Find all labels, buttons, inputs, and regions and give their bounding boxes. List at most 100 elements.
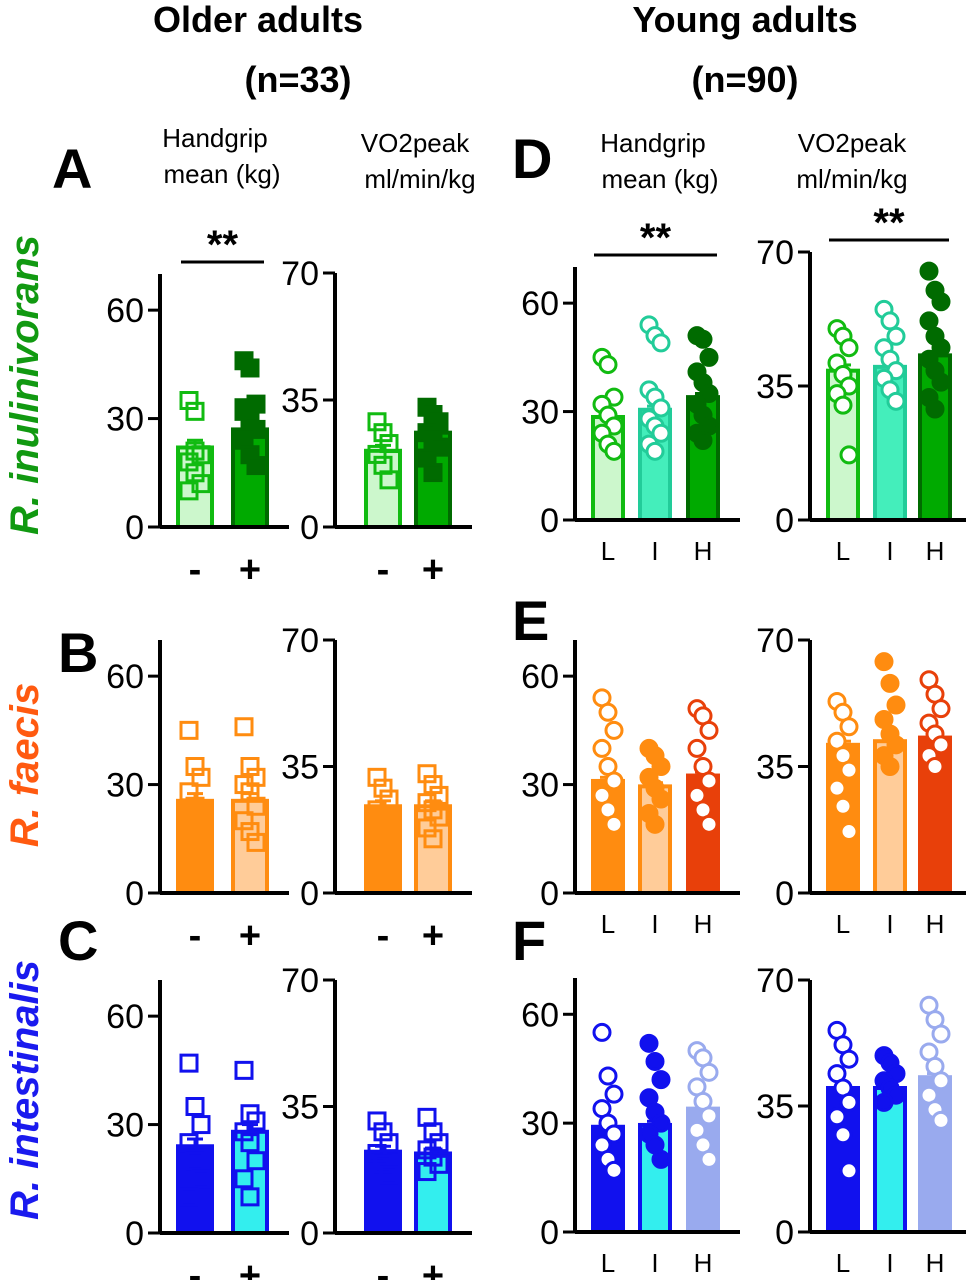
data-point — [651, 789, 671, 809]
x-tick-label: - — [377, 915, 390, 957]
data-point — [931, 372, 951, 392]
data-point — [931, 735, 951, 755]
data-point — [423, 829, 443, 849]
data-point — [185, 463, 205, 483]
data-point — [417, 1162, 437, 1182]
data-point — [651, 333, 671, 353]
data-point — [604, 1084, 624, 1104]
data-point — [417, 764, 437, 784]
data-point — [373, 811, 393, 831]
data-point — [651, 423, 671, 443]
data-point — [645, 814, 665, 834]
x-tick-label: + — [422, 1255, 444, 1280]
data-point — [423, 775, 443, 795]
data-point — [367, 800, 387, 820]
data-point — [699, 1149, 719, 1169]
data-point — [234, 811, 254, 831]
y-tick-label: 35 — [756, 1088, 794, 1126]
data-point — [931, 292, 951, 312]
x-tick-label: L — [601, 536, 615, 566]
x-tick-label: I — [651, 536, 658, 566]
data-point — [925, 399, 945, 419]
y-tick-label: 0 — [540, 1214, 559, 1252]
bar-+ — [231, 1129, 269, 1236]
data-point — [240, 1133, 260, 1153]
x-tick-label: + — [239, 1255, 261, 1280]
y-tick-label: 60 — [106, 292, 144, 330]
row-label-r-intestinalis: R. intestinalis — [3, 960, 47, 1220]
data-point — [651, 1113, 671, 1133]
panel-letter-c: C — [58, 909, 98, 972]
chart-E-vo2: 0 35 70 L I H — [756, 622, 966, 939]
y-tick-label: 70 — [756, 234, 794, 272]
data-point — [246, 1111, 266, 1131]
data-point — [185, 757, 205, 776]
data-point — [833, 796, 853, 816]
data-point — [367, 444, 387, 464]
data-point — [651, 1070, 671, 1090]
data-point — [839, 445, 859, 465]
y-tick-label: 0 — [540, 502, 559, 540]
x-tick-label: I — [886, 1248, 893, 1278]
data-point — [179, 481, 199, 501]
data-point — [367, 1111, 387, 1131]
x-tick-label: - — [377, 1255, 390, 1280]
data-point — [240, 1187, 260, 1207]
data-point — [373, 423, 393, 443]
data-point — [179, 1053, 199, 1073]
data-point — [886, 391, 906, 411]
young-header-line1: Young adults — [632, 0, 857, 40]
y-tick-label: 35 — [756, 749, 794, 787]
data-point — [185, 1097, 205, 1116]
x-tick-label: L — [601, 909, 615, 939]
data-point — [604, 1160, 624, 1180]
data-point — [919, 311, 939, 331]
data-point — [598, 355, 618, 375]
data-point — [598, 1066, 618, 1086]
chart-E-handgrip: 0 30 60 L I H — [521, 640, 740, 939]
data-point — [699, 771, 719, 791]
panel-letter-e: E — [512, 589, 549, 652]
data-point — [645, 441, 665, 461]
chart-C-vo2: 0 35 70 - + — [281, 962, 472, 1280]
significance-label: ** — [640, 216, 672, 260]
x-tick-label: - — [189, 915, 202, 957]
data-point — [234, 1122, 254, 1142]
data-point — [592, 1022, 612, 1042]
data-point — [886, 695, 906, 715]
x-tick-label: H — [694, 909, 713, 939]
y-tick-label: 30 — [106, 401, 144, 439]
older-handgrip-label-2: mean (kg) — [163, 159, 280, 189]
y-tick-label: 60 — [521, 996, 559, 1034]
data-point — [699, 1062, 719, 1082]
chart-F-vo2: 0 35 70 L I H — [756, 962, 966, 1278]
x-tick-label: H — [926, 909, 945, 939]
data-point — [699, 720, 719, 740]
x-tick-label: - — [189, 549, 202, 591]
y-tick-label: 30 — [106, 1107, 144, 1145]
data-point — [839, 822, 859, 842]
older-handgrip-label-1: Handgrip — [162, 123, 268, 153]
x-tick-label: L — [601, 1248, 615, 1278]
x-tick-label: + — [239, 915, 261, 957]
data-point — [880, 311, 900, 331]
y-tick-label: 35 — [281, 749, 319, 787]
data-point — [604, 814, 624, 834]
x-tick-label: I — [886, 909, 893, 939]
young-handgrip-label-2: mean (kg) — [601, 164, 718, 194]
chart-C-handgrip: 0 30 60 - + — [106, 980, 289, 1280]
young-handgrip-label-1: Handgrip — [600, 128, 706, 158]
data-point — [373, 1122, 393, 1142]
data-point — [417, 818, 437, 838]
data-point — [886, 735, 906, 755]
y-tick-label: 0 — [125, 509, 144, 547]
data-point — [699, 384, 719, 403]
y-tick-label: 0 — [540, 875, 559, 913]
data-point — [604, 771, 624, 791]
chart-B-vo2: 0 35 70 - + — [281, 622, 472, 957]
data-point — [839, 717, 859, 737]
data-point — [592, 738, 612, 758]
data-point — [598, 702, 618, 722]
data-point — [833, 1125, 853, 1145]
data-point — [185, 1151, 205, 1171]
